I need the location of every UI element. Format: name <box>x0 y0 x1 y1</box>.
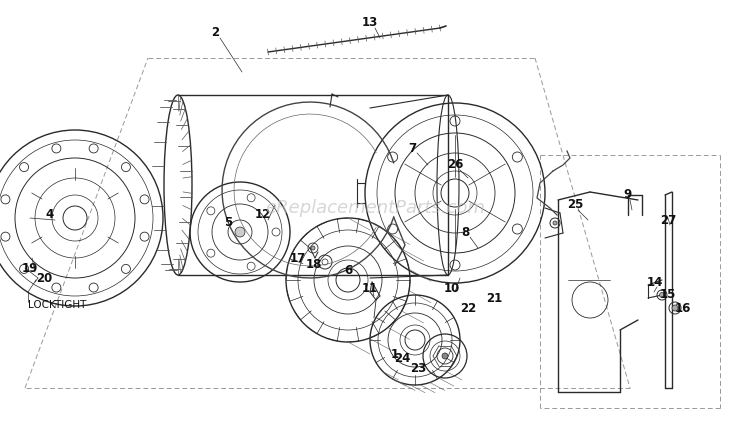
Text: 21: 21 <box>486 292 502 305</box>
Text: 10: 10 <box>444 282 460 295</box>
Text: 22: 22 <box>460 302 476 315</box>
Text: 25: 25 <box>567 198 584 211</box>
Text: 11: 11 <box>362 282 378 295</box>
Text: 13: 13 <box>362 16 378 29</box>
Text: 20: 20 <box>36 272 52 285</box>
Text: 7: 7 <box>408 141 416 155</box>
Text: eReplacementParts.com: eReplacementParts.com <box>265 199 485 217</box>
Text: 5: 5 <box>224 216 232 228</box>
Circle shape <box>553 221 557 225</box>
Text: 9: 9 <box>622 188 632 201</box>
Text: 1: 1 <box>391 349 399 362</box>
Text: 15: 15 <box>660 289 676 302</box>
Text: 4: 4 <box>46 208 54 221</box>
Text: 2: 2 <box>211 26 219 39</box>
Circle shape <box>672 305 678 311</box>
Circle shape <box>442 353 448 359</box>
Text: 26: 26 <box>447 158 464 171</box>
Text: 6: 6 <box>344 263 352 276</box>
Text: 24: 24 <box>394 352 410 365</box>
Circle shape <box>659 293 664 297</box>
Text: LOCKTIGHT: LOCKTIGHT <box>28 300 86 310</box>
Text: 8: 8 <box>460 226 470 239</box>
Text: 12: 12 <box>255 208 272 221</box>
Text: 17: 17 <box>290 251 306 264</box>
Circle shape <box>311 246 315 250</box>
Text: 27: 27 <box>660 214 676 227</box>
Text: 23: 23 <box>410 362 426 375</box>
Text: 16: 16 <box>675 302 692 315</box>
Text: 19: 19 <box>22 262 38 274</box>
Text: 18: 18 <box>306 259 322 272</box>
Text: 14: 14 <box>646 276 663 289</box>
Circle shape <box>235 227 245 237</box>
